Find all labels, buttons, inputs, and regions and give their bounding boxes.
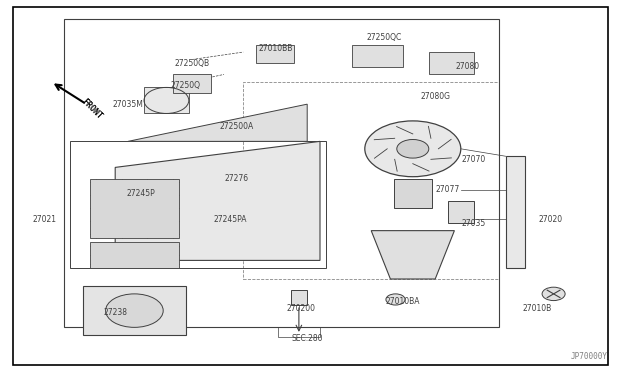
Text: 27070: 27070 bbox=[461, 155, 486, 164]
Bar bbox=[64, 19, 499, 327]
Text: JP70000Y: JP70000Y bbox=[571, 352, 608, 361]
Bar bbox=[256, 45, 294, 63]
Text: 27245P: 27245P bbox=[127, 189, 155, 198]
Bar bbox=[83, 286, 186, 335]
Bar bbox=[90, 179, 179, 238]
Bar bbox=[394, 179, 432, 208]
Bar bbox=[291, 290, 307, 305]
Text: 270200: 270200 bbox=[286, 304, 316, 313]
Circle shape bbox=[542, 287, 565, 301]
Circle shape bbox=[106, 294, 163, 327]
Text: 27238: 27238 bbox=[103, 308, 127, 317]
Bar bbox=[352, 45, 403, 67]
Text: 27035M: 27035M bbox=[113, 100, 143, 109]
Bar bbox=[70, 141, 326, 268]
Text: 27077: 27077 bbox=[436, 185, 460, 194]
Circle shape bbox=[365, 121, 461, 177]
Bar bbox=[90, 242, 179, 268]
Text: 27276: 27276 bbox=[225, 174, 249, 183]
Bar bbox=[278, 327, 320, 337]
Text: 27245PA: 27245PA bbox=[214, 215, 247, 224]
Text: 27035: 27035 bbox=[461, 219, 486, 228]
Bar bbox=[173, 74, 211, 93]
Text: 272500A: 272500A bbox=[220, 122, 254, 131]
Text: FRONT: FRONT bbox=[80, 97, 104, 121]
Text: 27250QC: 27250QC bbox=[366, 33, 402, 42]
Bar bbox=[144, 87, 189, 113]
Text: 27010BB: 27010BB bbox=[258, 44, 292, 53]
Text: 27250Q: 27250Q bbox=[171, 81, 200, 90]
Text: 27021: 27021 bbox=[33, 215, 57, 224]
Text: 27020: 27020 bbox=[538, 215, 563, 224]
Polygon shape bbox=[128, 104, 307, 141]
Text: 27080G: 27080G bbox=[420, 92, 450, 101]
Text: 27080: 27080 bbox=[455, 62, 479, 71]
Text: 27010BA: 27010BA bbox=[386, 297, 420, 306]
Bar bbox=[429, 52, 474, 74]
Polygon shape bbox=[115, 141, 320, 260]
Bar bbox=[448, 201, 474, 223]
Circle shape bbox=[386, 294, 405, 305]
Circle shape bbox=[397, 140, 429, 158]
Text: 27250QB: 27250QB bbox=[175, 59, 209, 68]
Text: SEC.280: SEC.280 bbox=[291, 334, 323, 343]
Bar bbox=[506, 156, 525, 268]
Text: 27010B: 27010B bbox=[523, 304, 552, 313]
Polygon shape bbox=[371, 231, 454, 279]
